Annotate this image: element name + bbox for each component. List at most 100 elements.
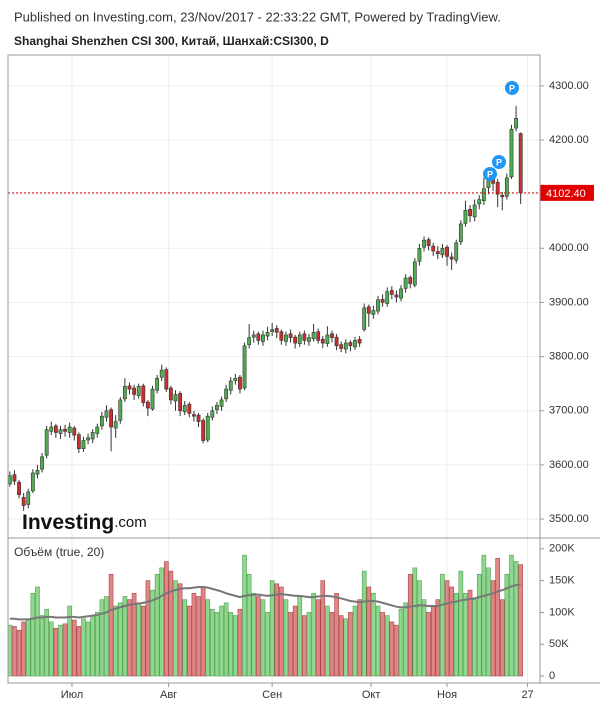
candle-body bbox=[72, 427, 77, 436]
candle-body bbox=[233, 377, 238, 381]
event-label: P bbox=[509, 83, 515, 93]
x-tick-label: Сен bbox=[262, 689, 282, 701]
volume-bar bbox=[513, 561, 519, 677]
volume-bar bbox=[242, 554, 247, 677]
candle-body bbox=[7, 475, 12, 485]
volume-bar bbox=[58, 624, 63, 677]
volume-bar bbox=[177, 583, 183, 677]
candle-body bbox=[468, 209, 472, 217]
last-price-label: 4102.40 bbox=[546, 188, 586, 200]
volume-bar bbox=[449, 586, 454, 677]
y-tick-label: 4300.00 bbox=[549, 80, 589, 92]
candle-body bbox=[30, 472, 35, 492]
candle-body bbox=[320, 338, 325, 344]
candle-body bbox=[113, 421, 118, 429]
candle-body bbox=[265, 331, 270, 337]
candle-body bbox=[67, 426, 72, 433]
volume-bar bbox=[380, 612, 385, 677]
last-price-box bbox=[540, 184, 594, 201]
volume-bar bbox=[348, 612, 353, 677]
candle-body bbox=[169, 387, 173, 401]
volume-bar bbox=[421, 599, 427, 677]
candle-body bbox=[445, 246, 449, 257]
volume-bar bbox=[458, 570, 464, 677]
candle-body bbox=[90, 432, 95, 440]
volume-bar bbox=[168, 570, 174, 677]
candle-body bbox=[182, 405, 187, 413]
volume-bar bbox=[39, 615, 45, 677]
event-marker bbox=[492, 155, 506, 169]
volume-bar bbox=[463, 593, 468, 677]
candle-body bbox=[81, 440, 86, 449]
candle-body bbox=[215, 405, 219, 410]
volume-bar bbox=[366, 586, 372, 677]
candle-body bbox=[403, 277, 408, 289]
candle-body bbox=[371, 310, 376, 315]
candle-body bbox=[44, 429, 49, 456]
candle-body bbox=[472, 204, 477, 218]
volume-bar bbox=[453, 593, 459, 677]
volume-bar bbox=[265, 612, 270, 677]
volume-bar bbox=[90, 615, 95, 677]
candle-body bbox=[412, 261, 417, 286]
x-tick-label: 27 bbox=[521, 689, 533, 701]
volume-bar bbox=[85, 621, 91, 677]
x-tick-label: Июл bbox=[61, 689, 83, 701]
y-tick-label: 200K bbox=[549, 543, 575, 555]
candle-body bbox=[196, 414, 201, 422]
volume-bar bbox=[499, 599, 505, 677]
volume-bar bbox=[164, 561, 169, 677]
y-tick-label: 100K bbox=[549, 606, 575, 618]
candle-body bbox=[219, 399, 224, 407]
logo-suffix: .com bbox=[114, 514, 147, 531]
y-tick-label: 3500.00 bbox=[549, 513, 589, 525]
volume-bar bbox=[398, 608, 404, 677]
volume-bar bbox=[104, 596, 109, 677]
candle-body bbox=[58, 429, 63, 434]
candle-body bbox=[417, 248, 422, 262]
volume-bar bbox=[325, 605, 330, 677]
volume-bar bbox=[343, 618, 349, 677]
candle-body bbox=[504, 177, 509, 197]
y-tick-label: 50K bbox=[549, 638, 569, 650]
candle-body bbox=[343, 342, 348, 350]
volume-bar bbox=[94, 612, 100, 677]
volume-bar bbox=[99, 599, 105, 677]
volume-bar bbox=[467, 589, 473, 677]
candle-body bbox=[481, 188, 486, 201]
event-markers: P P P bbox=[483, 81, 519, 181]
candle-body bbox=[127, 385, 132, 390]
volume-bar bbox=[191, 593, 197, 677]
volume-bar bbox=[302, 615, 307, 677]
candle-body bbox=[435, 251, 440, 255]
volume-bar bbox=[481, 554, 487, 677]
candle-body bbox=[307, 337, 311, 342]
volume-bar bbox=[476, 573, 482, 677]
candle-body bbox=[146, 401, 150, 409]
volume-bar bbox=[67, 605, 72, 677]
candle-body bbox=[242, 345, 247, 389]
volume-bar bbox=[338, 615, 344, 677]
candle-body bbox=[279, 331, 284, 341]
volume-bar bbox=[495, 558, 500, 677]
candle-body bbox=[389, 290, 394, 295]
volume-bar bbox=[141, 605, 146, 677]
volume-bar bbox=[320, 580, 326, 677]
volume-bar bbox=[16, 629, 22, 677]
candle-body bbox=[26, 491, 31, 505]
candle-body bbox=[150, 388, 155, 410]
logo: Investing.com bbox=[22, 511, 147, 534]
candle-body bbox=[431, 245, 436, 252]
plot: Июл Авг Сен Окт Ноя 27 3500.00 3600.00 3700.00 38… bbox=[7, 55, 594, 701]
candle-body bbox=[118, 399, 123, 421]
candle-body bbox=[353, 340, 357, 348]
volume-bar bbox=[127, 599, 132, 677]
candle-body bbox=[159, 369, 164, 378]
y-tick-label: 4200.00 bbox=[549, 134, 589, 146]
volume-bar bbox=[440, 573, 445, 677]
volume-bar bbox=[486, 567, 491, 677]
volume-bar bbox=[117, 602, 123, 677]
candle-body bbox=[238, 376, 242, 390]
volume-bar bbox=[435, 599, 441, 677]
volume-bar bbox=[30, 593, 36, 677]
